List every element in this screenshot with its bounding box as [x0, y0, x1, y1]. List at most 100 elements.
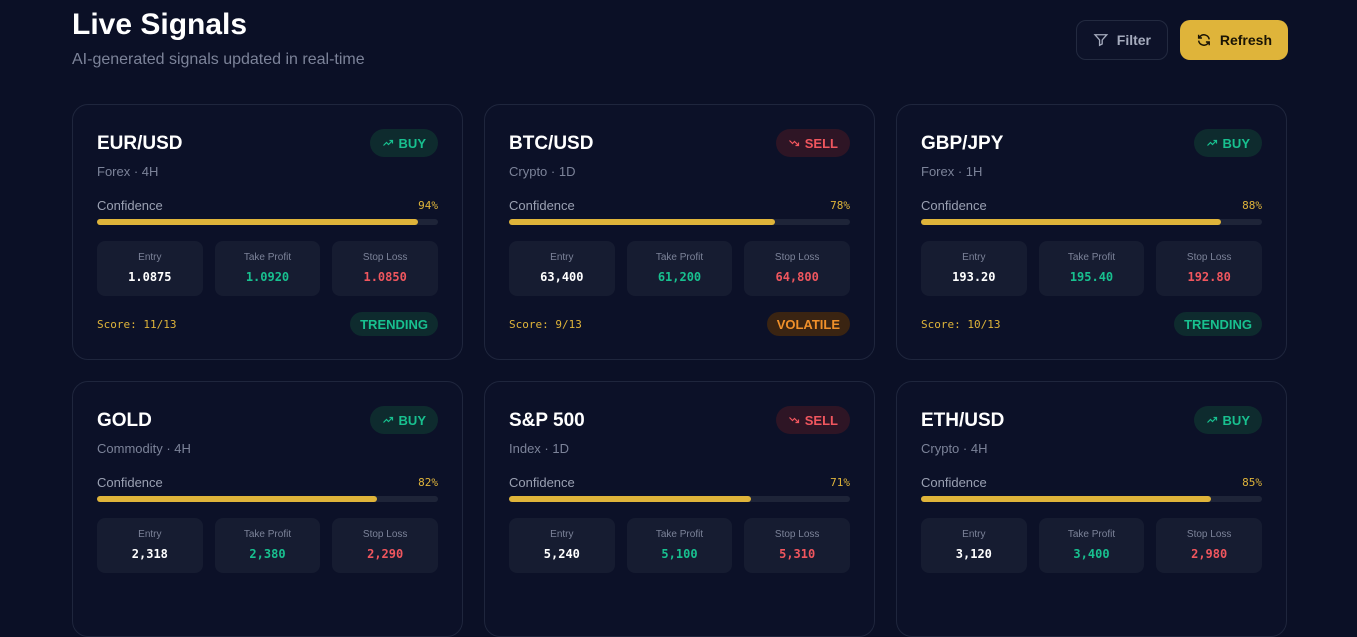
direction-badge: BUY — [369, 129, 438, 157]
market-timeframe: Forex · 4H — [97, 164, 159, 179]
filter-label: Filter — [1116, 32, 1151, 48]
take-profit-label: Take Profit — [243, 529, 292, 540]
take-profit-label: Take Profit — [655, 252, 704, 263]
pair-name: GOLD — [97, 410, 152, 431]
entry-label: Entry — [962, 529, 986, 540]
price-box: Entry 5,240 — [509, 518, 615, 573]
take-profit-value: 5,100 — [661, 547, 698, 561]
signal-card[interactable]: GOLD BUY Commodity · 4H Confidence 82% Entry 2… — [72, 381, 463, 637]
entry-label: Entry — [550, 529, 574, 540]
entry-value: 5,240 — [543, 547, 580, 561]
page-title: Live Signals — [72, 8, 248, 41]
price-box: Stop Loss 2,290 — [332, 518, 438, 573]
direction-label: BUY — [398, 412, 426, 428]
price-box: Entry 63,400 — [509, 241, 615, 296]
price-box: Entry 3,120 — [921, 518, 1027, 573]
confidence-value: 78% — [830, 199, 850, 212]
take-profit-label: Take Profit — [243, 252, 292, 263]
market-timeframe: Forex · 1H — [921, 164, 983, 179]
page: Live Signals {"header": {"title": "Live … — [72, 8, 1288, 637]
price-levels: Entry 2,318 Take Profit 2,380 Stop Loss 2,290 — [97, 518, 438, 573]
confidence-track — [97, 496, 438, 502]
direction-label: BUY — [1222, 135, 1250, 151]
confidence-value: 85% — [1242, 476, 1262, 489]
take-profit-value: 195.40 — [1069, 270, 1114, 284]
confidence-label: Confidence — [509, 198, 575, 213]
price-box: Stop Loss 1.0850 — [332, 241, 438, 296]
stop-loss-value: 1.0850 — [363, 270, 407, 284]
pair-name: BTC/USD — [509, 133, 594, 154]
filter-icon — [1093, 34, 1109, 47]
price-levels: Entry 63,400 Take Profit 61,200 Stop Loss 64,… — [509, 241, 850, 296]
confidence-bar — [509, 219, 775, 225]
entry-value: 3,120 — [955, 547, 992, 561]
direction-badge: SELL — [775, 129, 850, 157]
confidence-track — [97, 219, 438, 225]
stop-loss-value: 64,800 — [775, 270, 819, 284]
direction-badge: BUY — [1193, 406, 1262, 434]
take-profit-label: Take Profit — [1067, 529, 1116, 540]
confidence-value: 88% — [1242, 199, 1262, 212]
entry-label: Entry — [550, 252, 574, 263]
direction-badge: BUY — [369, 406, 438, 434]
direction-badge: SELL — [775, 406, 850, 434]
market-tag: TRENDING — [1174, 312, 1262, 336]
pair-name: ETH/USD — [921, 410, 1005, 431]
pair-name: GBP/JPY — [921, 133, 1004, 154]
refresh-label: Refresh — [1219, 32, 1272, 48]
confidence-bar — [921, 219, 1222, 225]
refresh-icon — [1197, 34, 1210, 46]
stop-loss-label: Stop Loss — [774, 252, 820, 263]
price-levels: Entry 3,120 Take Profit 3,400 Stop Loss 2,980 — [921, 518, 1262, 573]
take-profit-value: 1.0920 — [245, 270, 290, 284]
signal-card[interactable]: EUR/USD BUY Forex · 4H Confidence 94% Entry 1.… — [72, 104, 463, 360]
confidence-bar — [921, 496, 1211, 502]
direction-label: SELL — [804, 412, 838, 428]
score: Score: 9/13 — [509, 318, 582, 331]
page-subtitle: AI-generated signals updated in real-tim… — [72, 51, 365, 68]
entry-value: 1.0875 — [128, 270, 172, 284]
confidence-track — [921, 219, 1262, 225]
price-levels: Entry 1.0875 Take Profit 1.0920 Stop Loss 1.0… — [97, 241, 438, 296]
take-profit-label: Take Profit — [1067, 252, 1116, 263]
price-box: Entry 1.0875 — [97, 241, 203, 296]
confidence-value: 94% — [418, 199, 438, 212]
entry-value: 2,318 — [131, 547, 168, 561]
market-tag: TRENDING — [350, 312, 438, 336]
signal-card[interactable]: S&P 500 SELL Index · 1D Confidence 71% Entry 5… — [484, 381, 875, 637]
signal-card[interactable]: ETH/USD BUY Crypto · 4H Confidence 85% Entry 3… — [896, 381, 1287, 637]
entry-value: 193.20 — [952, 270, 996, 284]
market-timeframe: Commodity · 4H — [97, 441, 191, 456]
signal-card[interactable]: GBP/JPY BUY Forex · 1H Confidence 88% Entry 19… — [896, 104, 1287, 360]
price-box: Entry 2,318 — [97, 518, 203, 573]
stop-loss-label: Stop Loss — [774, 529, 820, 540]
confidence-value: 71% — [830, 476, 850, 489]
market-tag: VOLATILE — [766, 312, 850, 336]
direction-label: BUY — [1222, 412, 1250, 428]
confidence-label: Confidence — [509, 475, 575, 490]
price-box: Take Profit 5,100 — [626, 518, 733, 573]
stop-loss-label: Stop Loss — [362, 252, 408, 263]
entry-value: 63,400 — [540, 270, 584, 284]
stop-loss-value: 2,980 — [1191, 547, 1228, 561]
stop-loss-value: 192.80 — [1187, 270, 1231, 284]
price-box: Stop Loss 192.80 — [1156, 241, 1262, 296]
take-profit-value: 2,380 — [249, 547, 286, 561]
signal-card[interactable]: BTC/USD SELL Crypto · 1D Confidence 78% Entry… — [484, 104, 875, 360]
confidence-track — [921, 496, 1262, 502]
entry-label: Entry — [138, 252, 162, 263]
refresh-button[interactable]: Refresh — [1180, 20, 1288, 60]
market-timeframe: Index · 1D — [509, 441, 569, 456]
confidence-label: Confidence — [97, 198, 163, 213]
price-box: Take Profit 3,400 — [1038, 518, 1145, 573]
confidence-value: 82% — [418, 476, 438, 489]
trend-icon — [382, 416, 393, 423]
direction-label: BUY — [398, 135, 426, 151]
entry-label: Entry — [962, 252, 986, 263]
take-profit-label: Take Profit — [655, 529, 704, 540]
confidence-label: Confidence — [97, 475, 163, 490]
confidence-label: Confidence — [921, 198, 987, 213]
trend-icon — [788, 140, 799, 147]
filter-button[interactable]: Filter — [1076, 20, 1168, 60]
price-box: Take Profit 2,380 — [214, 518, 321, 573]
